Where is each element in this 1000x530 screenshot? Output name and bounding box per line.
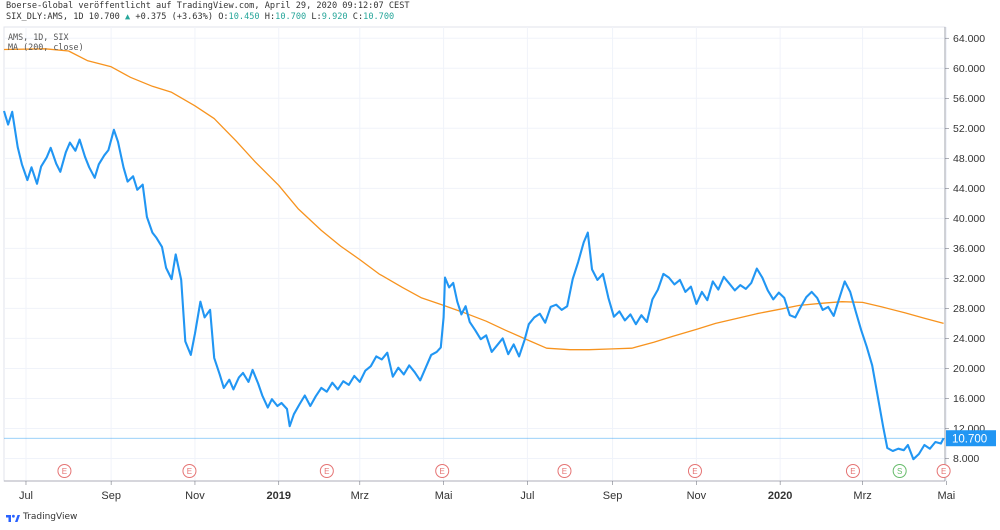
y-tick-label: 24.000: [953, 333, 985, 345]
marker-circle: [319, 464, 334, 478]
y-tick-label: 16.000: [953, 393, 985, 405]
price-line[interactable]: [2, 110, 945, 461]
ma-line[interactable]: [3, 48, 944, 351]
last-price-label: 10.700: [946, 430, 996, 447]
earnings-marker[interactable]: E: [319, 464, 334, 478]
marker-letter: E: [440, 467, 445, 476]
time-axis[interactable]: Jul Sep Nov 2019 Mrz Mai Jul Sep Nov 2020 Mrz Mai: [19, 481, 955, 502]
open-value: 10.450: [228, 12, 260, 22]
close-value: 10.700: [363, 12, 395, 22]
split-marker[interactable]: S: [892, 464, 907, 478]
close-label: C:: [352, 12, 364, 22]
tradingview-logo-icon: [6, 514, 20, 522]
open-label: O:: [218, 12, 229, 22]
earnings-marker[interactable]: E: [845, 464, 860, 478]
x-tick-label: Jul: [520, 490, 534, 502]
up-triangle-icon: ▲: [125, 12, 131, 22]
ohlc-header: SIX_DLY:AMS, 1D 10.700 ▲ +0.375 (+3.63%)…: [6, 12, 394, 23]
series-group: [2, 48, 945, 461]
y-tick-label: 8.000: [953, 453, 979, 465]
low-value: 9.920: [321, 12, 348, 22]
y-tick-label: 28.000: [953, 303, 985, 315]
marker-letter: E: [941, 467, 946, 476]
x-tick-label: Jul: [19, 490, 33, 502]
y-tick-label: 40.000: [953, 213, 985, 225]
x-tick-label: Mai: [435, 490, 453, 502]
marker-letter: S: [897, 467, 902, 476]
y-tick-label: 36.000: [953, 243, 985, 255]
earnings-marker[interactable]: E: [687, 464, 702, 478]
marker-letter: E: [324, 467, 329, 476]
earnings-marker[interactable]: E: [435, 464, 450, 478]
earnings-marker[interactable]: E: [557, 464, 572, 478]
marker-circle: [57, 464, 72, 478]
y-tick-label: 52.000: [953, 123, 985, 135]
y-tick-label: 44.000: [953, 183, 985, 195]
y-tick-label: 56.000: [953, 93, 985, 105]
x-tick-label: Mai: [938, 490, 956, 502]
marker-letter: E: [692, 467, 697, 476]
symbol-info: SIX_DLY:AMS, 1D 10.700: [6, 12, 120, 22]
publish-info: Boerse-Global veröffentlicht auf Trading…: [6, 1, 410, 11]
x-tick-label: Nov: [687, 490, 707, 502]
marker-circle: [557, 464, 572, 478]
x-tick-label: Mrz: [351, 490, 369, 502]
y-tick-label: 48.000: [953, 153, 985, 165]
earnings-marker[interactable]: E: [182, 464, 197, 478]
y-tick-label: 20.000: [953, 363, 985, 375]
marker-letter: E: [562, 467, 567, 476]
y-tick-label: 64.000: [953, 33, 985, 45]
marker-circle: [845, 464, 860, 478]
x-tick-label: 2019: [267, 490, 291, 502]
earnings-marker[interactable]: E: [57, 464, 72, 478]
high-value: 10.700: [275, 12, 307, 22]
last-price-value: 10.700: [952, 434, 987, 446]
x-tick-label: Nov: [185, 490, 205, 502]
low-label: L:: [311, 12, 322, 22]
marker-letter: E: [187, 467, 192, 476]
marker-circle: [936, 464, 951, 478]
price-axis[interactable]: 64.000 60.000 56.000 52.000 48.000 44.000 40.0…: [945, 33, 985, 465]
legend-symbol[interactable]: AMS, 1D, SIX: [8, 32, 69, 42]
x-tick-label: Sep: [101, 490, 121, 502]
earnings-marker[interactable]: E: [936, 464, 951, 478]
marker-letter: E: [850, 467, 855, 476]
high-label: H:: [264, 12, 276, 22]
legend-ma[interactable]: MA (200, close): [8, 42, 84, 52]
plot-area[interactable]: [3, 26, 946, 482]
x-tick-label: Mrz: [853, 490, 871, 502]
price-change: +0.375 (+3.63%): [135, 12, 213, 22]
marker-circle: [687, 464, 702, 478]
marker-letter: E: [62, 467, 67, 476]
tradingview-text: TradingView: [23, 512, 78, 522]
x-tick-label: Sep: [603, 490, 623, 502]
tradingview-branding[interactable]: TradingView: [6, 512, 77, 522]
marker-circle: [892, 464, 907, 478]
last-price-badge: [946, 430, 996, 447]
y-tick-label: 60.000: [953, 63, 985, 75]
y-tick-label: 32.000: [953, 273, 985, 285]
marker-circle: [435, 464, 450, 478]
x-tick-label: 2020: [768, 490, 792, 502]
marker-circle: [182, 464, 197, 478]
